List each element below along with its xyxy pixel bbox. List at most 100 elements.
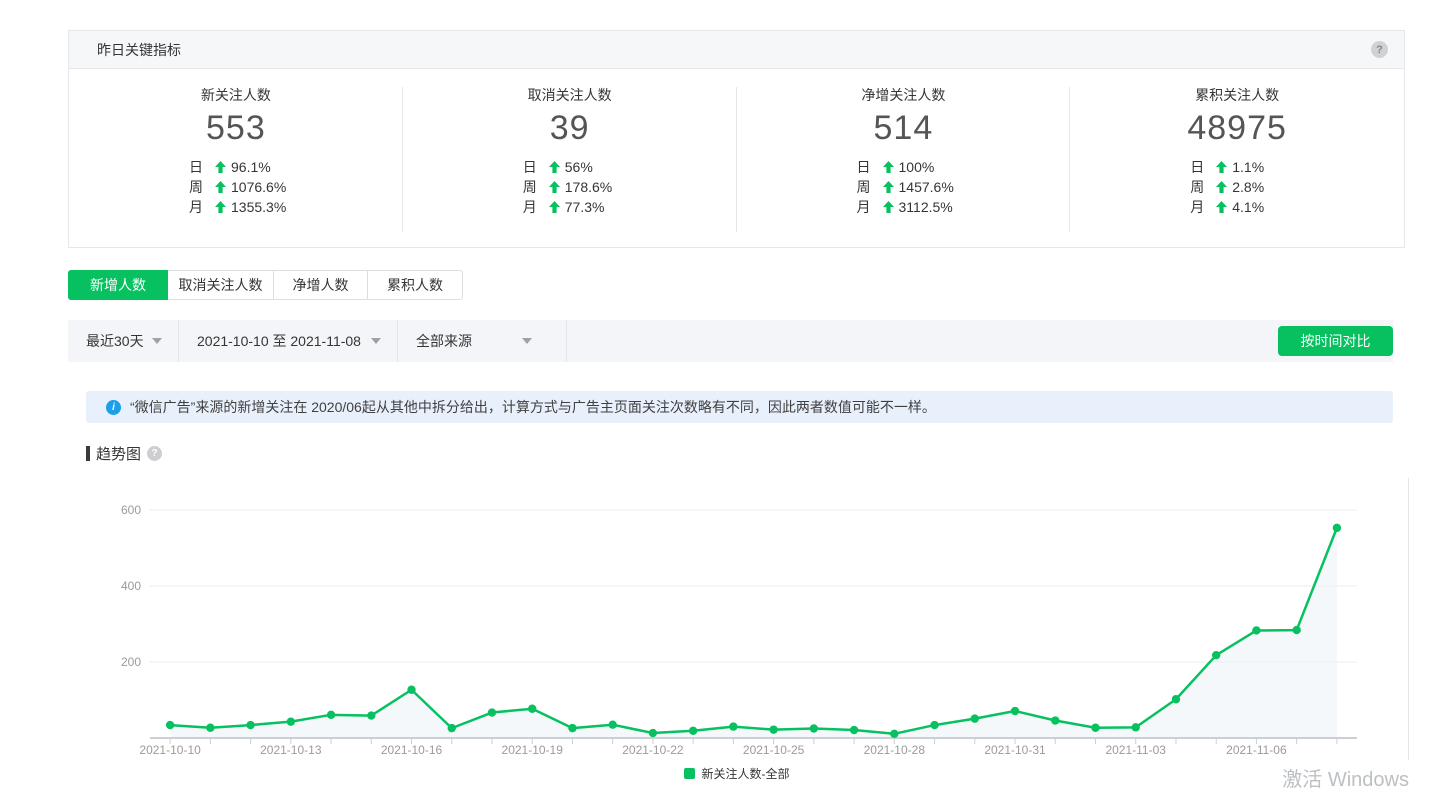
metric-label: 累积关注人数: [1195, 87, 1280, 103]
x-axis-label: 2021-11-06: [1226, 743, 1287, 757]
chart-data-point[interactable]: [688, 726, 698, 735]
change-value: 4.1%: [1232, 199, 1265, 215]
chart-data-point[interactable]: [769, 725, 778, 734]
metric-label: 新关注人数: [200, 87, 271, 103]
change-value: 56%: [564, 159, 593, 175]
metric-change-row: 周 178.6%: [523, 177, 737, 197]
chart-data-point[interactable]: [890, 729, 899, 739]
chart-data-point[interactable]: [487, 708, 497, 717]
x-axis-label: 2021-10-16: [381, 743, 443, 757]
chart-data-point[interactable]: [286, 717, 296, 726]
chart-data-point[interactable]: [729, 722, 738, 731]
chart-data-point[interactable]: [1292, 625, 1301, 635]
change-value: 3112.5%: [898, 199, 953, 215]
period-label: 日: [856, 159, 871, 175]
chart-data-point[interactable]: [1091, 723, 1100, 732]
period-label: 日: [1190, 159, 1205, 175]
chart-data-point[interactable]: [367, 711, 376, 720]
chart-data-point[interactable]: [1171, 695, 1181, 704]
range-preset-value: 最近30天: [86, 333, 144, 349]
chart-data-point[interactable]: [447, 723, 456, 733]
chart-legend: 新关注人数-全部: [68, 765, 1405, 782]
trend-chart-svg: 200 400 600 2021-10-10 2021-10-13 2021-10-16 2…: [121, 503, 1357, 757]
source-value: 全部来源: [416, 333, 472, 349]
chart-data-point[interactable]: [407, 685, 416, 694]
tab-new-followers[interactable]: 新增人数: [68, 270, 168, 300]
chart-data-point[interactable]: [608, 720, 617, 729]
date-range-value: 2021-10-10 至 2021-11-08: [197, 333, 361, 349]
tab-total[interactable]: 累积人数: [367, 270, 463, 300]
chart-data-point[interactable]: [165, 720, 175, 730]
up-arrow-icon: [1216, 161, 1228, 173]
trend-chart: 200 400 600 2021-10-10 2021-10-13 2021-10-16 2…: [68, 470, 1405, 780]
column-divider: [401, 87, 403, 232]
chart-data-point[interactable]: [809, 724, 819, 733]
period-label: 月: [189, 199, 203, 215]
chart-data-point[interactable]: [648, 728, 658, 738]
chart-data-point[interactable]: [528, 704, 537, 713]
trend-title: 趋势图: [96, 446, 142, 463]
chart-data-point[interactable]: [1332, 523, 1342, 533]
source-dropdown[interactable]: 全部来源: [398, 320, 567, 362]
metric-change-row: 周 1457.6%: [857, 177, 1071, 197]
legend-label: 新关注人数-全部: [701, 767, 790, 781]
trend-help-icon[interactable]: ?: [147, 446, 163, 461]
metric-value: 553: [206, 109, 266, 147]
chart-data-point[interactable]: [1010, 706, 1020, 716]
metric-new-followers: 新关注人数 553 日 96.1% 周 1076.6% 月 1355.3%: [69, 69, 403, 248]
metric-changes: 日 100% 周 1457.6% 月 3112.5%: [737, 157, 1071, 217]
chart-data-point[interactable]: [1131, 723, 1140, 732]
metric-change-row: 月 77.3%: [523, 197, 737, 217]
x-axis-label: 2021-10-19: [502, 743, 564, 757]
right-divider: [1408, 478, 1409, 760]
chart-data-point[interactable]: [1051, 716, 1060, 725]
chevron-down-icon: [152, 338, 162, 344]
help-icon[interactable]: ?: [1371, 41, 1388, 58]
metric-value: 39: [549, 109, 590, 147]
column-divider: [1069, 87, 1071, 232]
legend-item[interactable]: 新关注人数-全部: [683, 765, 790, 782]
y-axis-label: 200: [121, 655, 141, 669]
trend-section-header: 趋势图 ?: [86, 443, 163, 464]
chart-data-point[interactable]: [849, 725, 859, 735]
chart-data-point[interactable]: [568, 723, 577, 733]
period-label: 日: [189, 159, 203, 175]
compare-by-time-button[interactable]: 按时间对比: [1278, 326, 1393, 356]
tab-net-increase[interactable]: 净增人数: [273, 270, 368, 300]
up-arrow-icon: [215, 181, 226, 193]
metric-change-row: 日 56%: [523, 157, 737, 177]
period-label: 日: [522, 159, 537, 175]
title-accent-bar: [86, 446, 90, 461]
x-axis-label: 2021-10-25: [743, 743, 805, 757]
change-value: 2.8%: [1232, 179, 1265, 195]
info-icon: i: [106, 399, 121, 415]
up-arrow-icon: [215, 161, 226, 173]
chart-data-point[interactable]: [1211, 650, 1221, 660]
change-value: 1457.6%: [898, 179, 954, 195]
date-range-dropdown[interactable]: 2021-10-10 至 2021-11-08: [179, 320, 398, 362]
key-metrics-card: 昨日关键指标 ? 新关注人数 553 日 96.1% 周 1076.6% 月: [68, 30, 1405, 248]
chart-data-point[interactable]: [326, 710, 336, 720]
chart-data-point[interactable]: [1252, 626, 1261, 635]
period-label: 周: [522, 179, 537, 195]
range-preset-dropdown[interactable]: 最近30天: [68, 320, 179, 362]
metric-value: 48975: [1187, 109, 1287, 147]
up-arrow-icon: [215, 201, 226, 213]
column-divider: [735, 87, 737, 232]
chart-data-point[interactable]: [246, 720, 255, 730]
period-label: 月: [522, 199, 537, 215]
period-label: 周: [1190, 179, 1205, 195]
chart-data-point[interactable]: [970, 714, 979, 723]
x-axis-label: 2021-10-31: [984, 743, 1046, 757]
metrics-row: 新关注人数 553 日 96.1% 周 1076.6% 月 1355.3%: [69, 69, 1404, 248]
change-value: 1076.6%: [231, 179, 287, 195]
tab-unfollowers[interactable]: 取消关注人数: [167, 270, 274, 300]
legend-marker-icon: [683, 768, 695, 779]
metric-value: 514: [873, 109, 934, 147]
metric-changes: 日 56% 周 178.6% 月 77.3%: [403, 157, 737, 217]
chart-data-point[interactable]: [930, 720, 939, 730]
card-title: 昨日关键指标: [97, 41, 181, 58]
chart-area: [170, 527, 1337, 738]
chart-data-point[interactable]: [206, 723, 215, 732]
metric-change-row: 日 96.1%: [189, 157, 403, 177]
